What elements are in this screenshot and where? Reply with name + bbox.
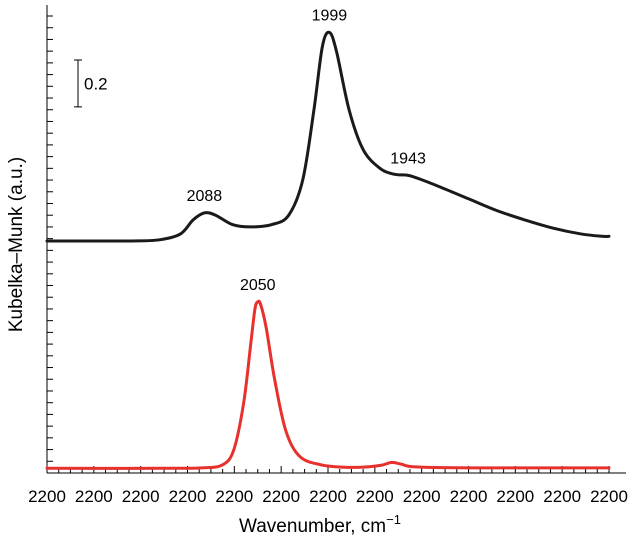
scale-bar: 0.2 [74, 59, 108, 108]
y-axis-title: Kubelka–Munk (a.u.) [6, 157, 27, 332]
x-tick-label: 2200 [450, 487, 488, 506]
peak-label: 1999 [312, 7, 348, 24]
x-axis-title-superscript: −1 [386, 512, 401, 527]
x-tick-label: 2200 [122, 487, 160, 506]
x-tick-label: 2200 [309, 487, 347, 506]
scale-bar-label: 0.2 [84, 74, 108, 93]
x-tick-label: 2200 [543, 487, 581, 506]
peak-label: 1943 [390, 150, 426, 167]
series-line-lower [45, 299, 611, 470]
x-tick-labels: 2200 2200 2200 2200 2200 2200 2200 2200 2200 2200… [28, 487, 628, 506]
x-tick-label: 2200 [403, 487, 441, 506]
x-tick-label: 2200 [262, 487, 300, 506]
x-tick-label: 2200 [28, 487, 66, 506]
peak-label: 2050 [240, 277, 276, 294]
peak-label: 2088 [187, 188, 223, 205]
x-tick-label: 2200 [496, 487, 534, 506]
y-axis-ticks [47, 15, 53, 474]
x-tick-label: 2200 [169, 487, 207, 506]
series-layer [45, 30, 611, 470]
series-line-upper [45, 30, 611, 243]
x-axis-title: Wavenumber, cm−1 [239, 512, 401, 537]
x-axis-title-text: Wavenumber, cm [239, 516, 386, 537]
peak-annotations: 2088 1999 1943 2050 [187, 7, 426, 294]
x-tick-label: 2200 [590, 487, 628, 506]
x-tick-label: 2200 [215, 487, 253, 506]
x-tick-label: 2200 [356, 487, 394, 506]
x-tick-label: 2200 [75, 487, 113, 506]
